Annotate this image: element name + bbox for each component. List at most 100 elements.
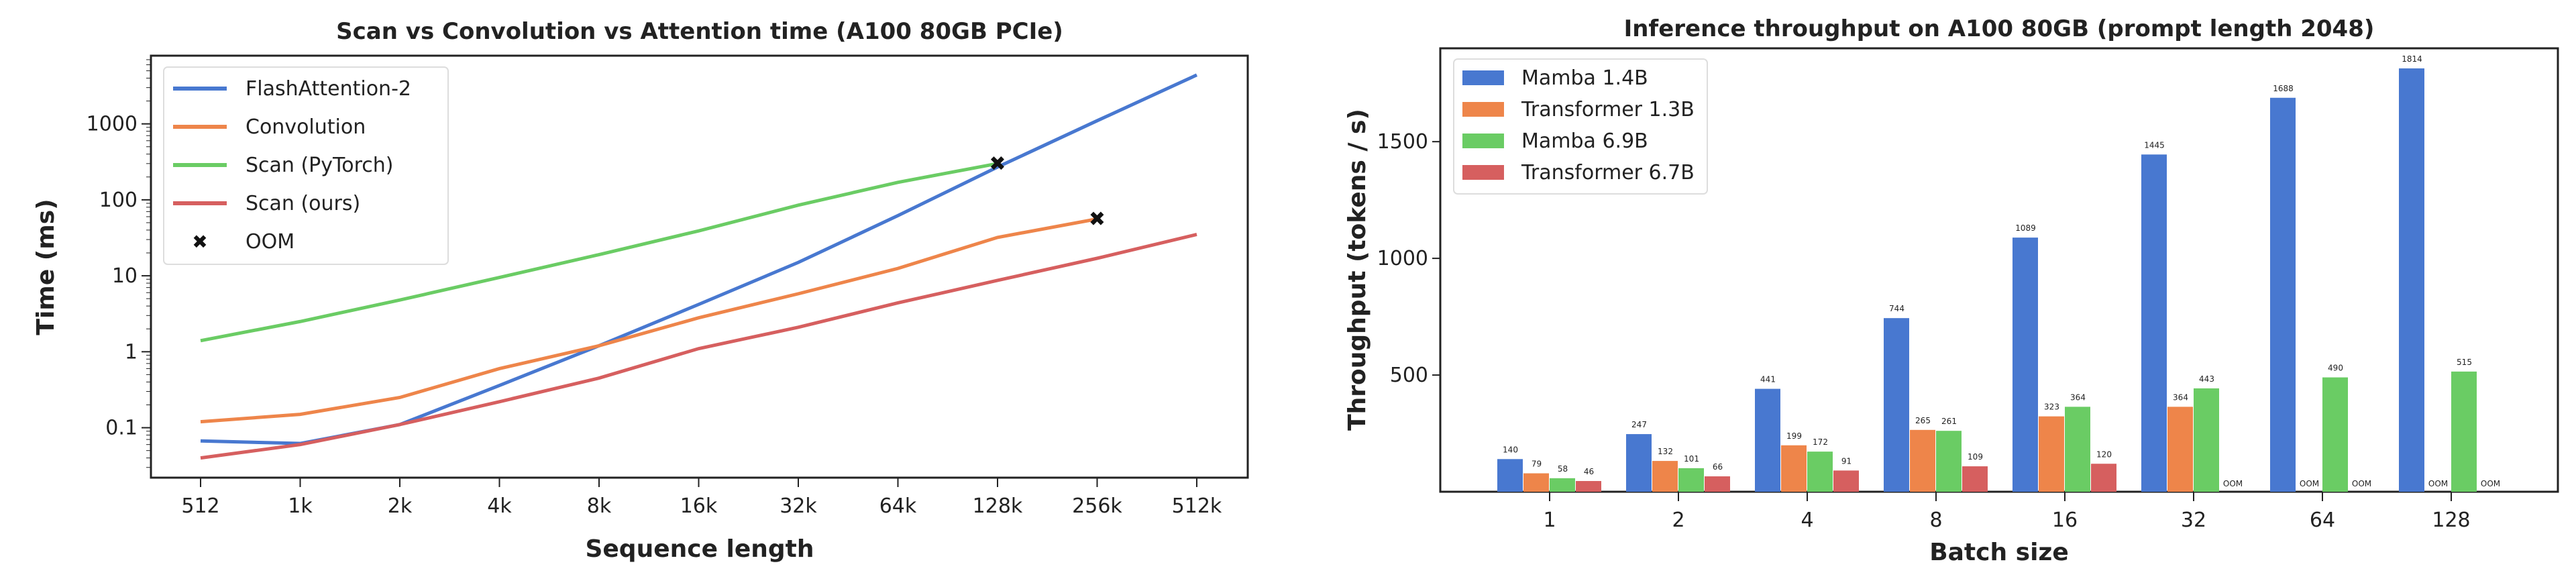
bar — [1626, 434, 1652, 492]
bar-value-label: 101 — [1684, 454, 1699, 464]
bar-value-label: 91 — [1841, 456, 1851, 466]
legend-label: Mamba 6.9B — [1521, 129, 1648, 153]
bar — [1678, 468, 1704, 492]
bar — [1523, 473, 1549, 492]
oom-marker: ✖ — [989, 152, 1006, 176]
bar — [1705, 476, 1730, 492]
legend-label: OOM — [246, 230, 294, 254]
bar-value-label: 109 — [1968, 452, 1983, 462]
y-tick-label: 10 — [112, 264, 138, 288]
bar — [2065, 407, 2090, 492]
x-tick-label: 8k — [587, 494, 612, 518]
bar-value-label: 261 — [1941, 417, 1957, 426]
bar-value-label: 132 — [1658, 447, 1673, 456]
x-tick-label: 2k — [388, 494, 413, 518]
legend-box — [1453, 58, 1708, 195]
bar-x-axis-label: Batch size — [1929, 539, 2069, 566]
bar — [1833, 470, 1859, 492]
oom-label: OOM — [2223, 479, 2243, 488]
bar-y-axis-label: Throughput (tokens / s) — [1344, 109, 1371, 431]
bar-value-label: 364 — [2070, 392, 2086, 402]
bar-legend: Mamba 1.4B Transformer 1.3B Mamba 6.9B Tran… — [1453, 58, 1708, 195]
bar-value-label: 1445 — [2144, 140, 2165, 150]
line-x-axis-label: Sequence length — [585, 535, 814, 563]
bar-chart: Inference throughput on A100 80GB (promp… — [1344, 15, 2559, 566]
legend-label: Convolution — [246, 115, 366, 139]
bar-value-label: 199 — [1786, 431, 1802, 441]
bar — [1910, 429, 1935, 492]
legend-label: FlashAttention-2 — [246, 77, 411, 101]
x-tick-label: 32k — [780, 494, 817, 518]
x-tick-label: 64k — [879, 494, 917, 518]
x-tick-label: 1k — [288, 494, 313, 518]
x-tick-label: 128k — [973, 494, 1023, 518]
bar — [2039, 416, 2064, 492]
line-y-axis-label: Time (ms) — [32, 199, 60, 335]
line-chart-title: Scan vs Convolution vs Attention time (A… — [336, 18, 1063, 45]
line-chart: Scan vs Convolution vs Attention time (A… — [32, 18, 1249, 563]
bar-plot-frame — [1439, 47, 2559, 493]
oom-label: OOM — [2481, 479, 2500, 488]
x-tick-label: 4 — [1801, 509, 1813, 532]
bar — [2451, 371, 2477, 492]
bar-value-label: 172 — [1813, 437, 1828, 447]
bar-value-label: 58 — [1558, 464, 1568, 474]
legend-label: Transformer 6.7B — [1521, 161, 1695, 184]
bar — [2399, 68, 2424, 492]
y-tick-label: 1000 — [1377, 247, 1428, 270]
bar-value-label: 247 — [1631, 420, 1647, 429]
bar — [1962, 466, 1988, 492]
x-tick-label: 8 — [1929, 509, 1942, 532]
bar-value-label: 490 — [2328, 364, 2343, 373]
legend-swatch — [1462, 102, 1504, 117]
bar — [2322, 377, 2348, 492]
series-line-convolution — [200, 217, 1097, 424]
bar — [2141, 154, 2167, 492]
x-tick-label: 512k — [1172, 494, 1222, 518]
bar — [2091, 464, 2116, 492]
x-tick-label: 2 — [1672, 509, 1684, 532]
bar — [2194, 388, 2219, 492]
bar-value-label: 140 — [1503, 445, 1518, 454]
legend-swatch — [1462, 70, 1504, 85]
legend-swatch — [1462, 165, 1504, 180]
bar-chart-title: Inference throughput on A100 80GB (promp… — [1624, 15, 2375, 42]
x-tick-label: 128 — [2432, 509, 2470, 532]
x-tick-label: 16k — [680, 494, 718, 518]
legend-label: Transformer 1.3B — [1521, 98, 1695, 121]
y-tick-label: 100 — [99, 189, 138, 212]
bar — [1884, 318, 1909, 492]
bar — [1652, 461, 1678, 492]
y-tick-label: 500 — [1390, 364, 1428, 387]
bar-value-label: 120 — [2096, 449, 2112, 459]
x-tick-label: 512 — [181, 494, 219, 518]
series-line-scan-pytorch- — [200, 162, 998, 343]
oom-label: OOM — [2300, 479, 2319, 488]
x-tick-label: 16 — [2052, 509, 2078, 532]
bar — [1550, 478, 1575, 492]
x-tick-label: 32 — [2181, 509, 2206, 532]
oom-label: OOM — [2352, 479, 2371, 488]
x-tick-label: 256k — [1072, 494, 1122, 518]
oom-label: OOM — [2428, 479, 2448, 488]
bar-value-label: 46 — [1584, 467, 1594, 476]
legend-box — [163, 66, 449, 265]
line-legend: FlashAttention-2 Convolution Scan (PyTorch… — [163, 66, 449, 265]
y-tick-label: 0.1 — [105, 417, 138, 440]
x-tick-label: 64 — [2310, 509, 2335, 532]
bar — [1576, 480, 1601, 492]
bar — [1807, 451, 1833, 492]
bar-value-label: 441 — [1760, 375, 1776, 384]
x-tick-label: 1 — [1543, 509, 1556, 532]
bar — [1936, 431, 1962, 492]
bar — [1755, 388, 1780, 492]
bar-value-label: 515 — [2457, 358, 2472, 367]
legend-oom-marker: ✖ — [192, 231, 207, 253]
bar-value-label: 66 — [1713, 462, 1723, 472]
legend-swatch — [1462, 134, 1504, 148]
bar-value-label: 1089 — [2015, 223, 2036, 233]
series-line-scan-ours- — [200, 233, 1197, 460]
bar-value-label: 744 — [1889, 304, 1904, 313]
bar — [2012, 237, 2038, 492]
